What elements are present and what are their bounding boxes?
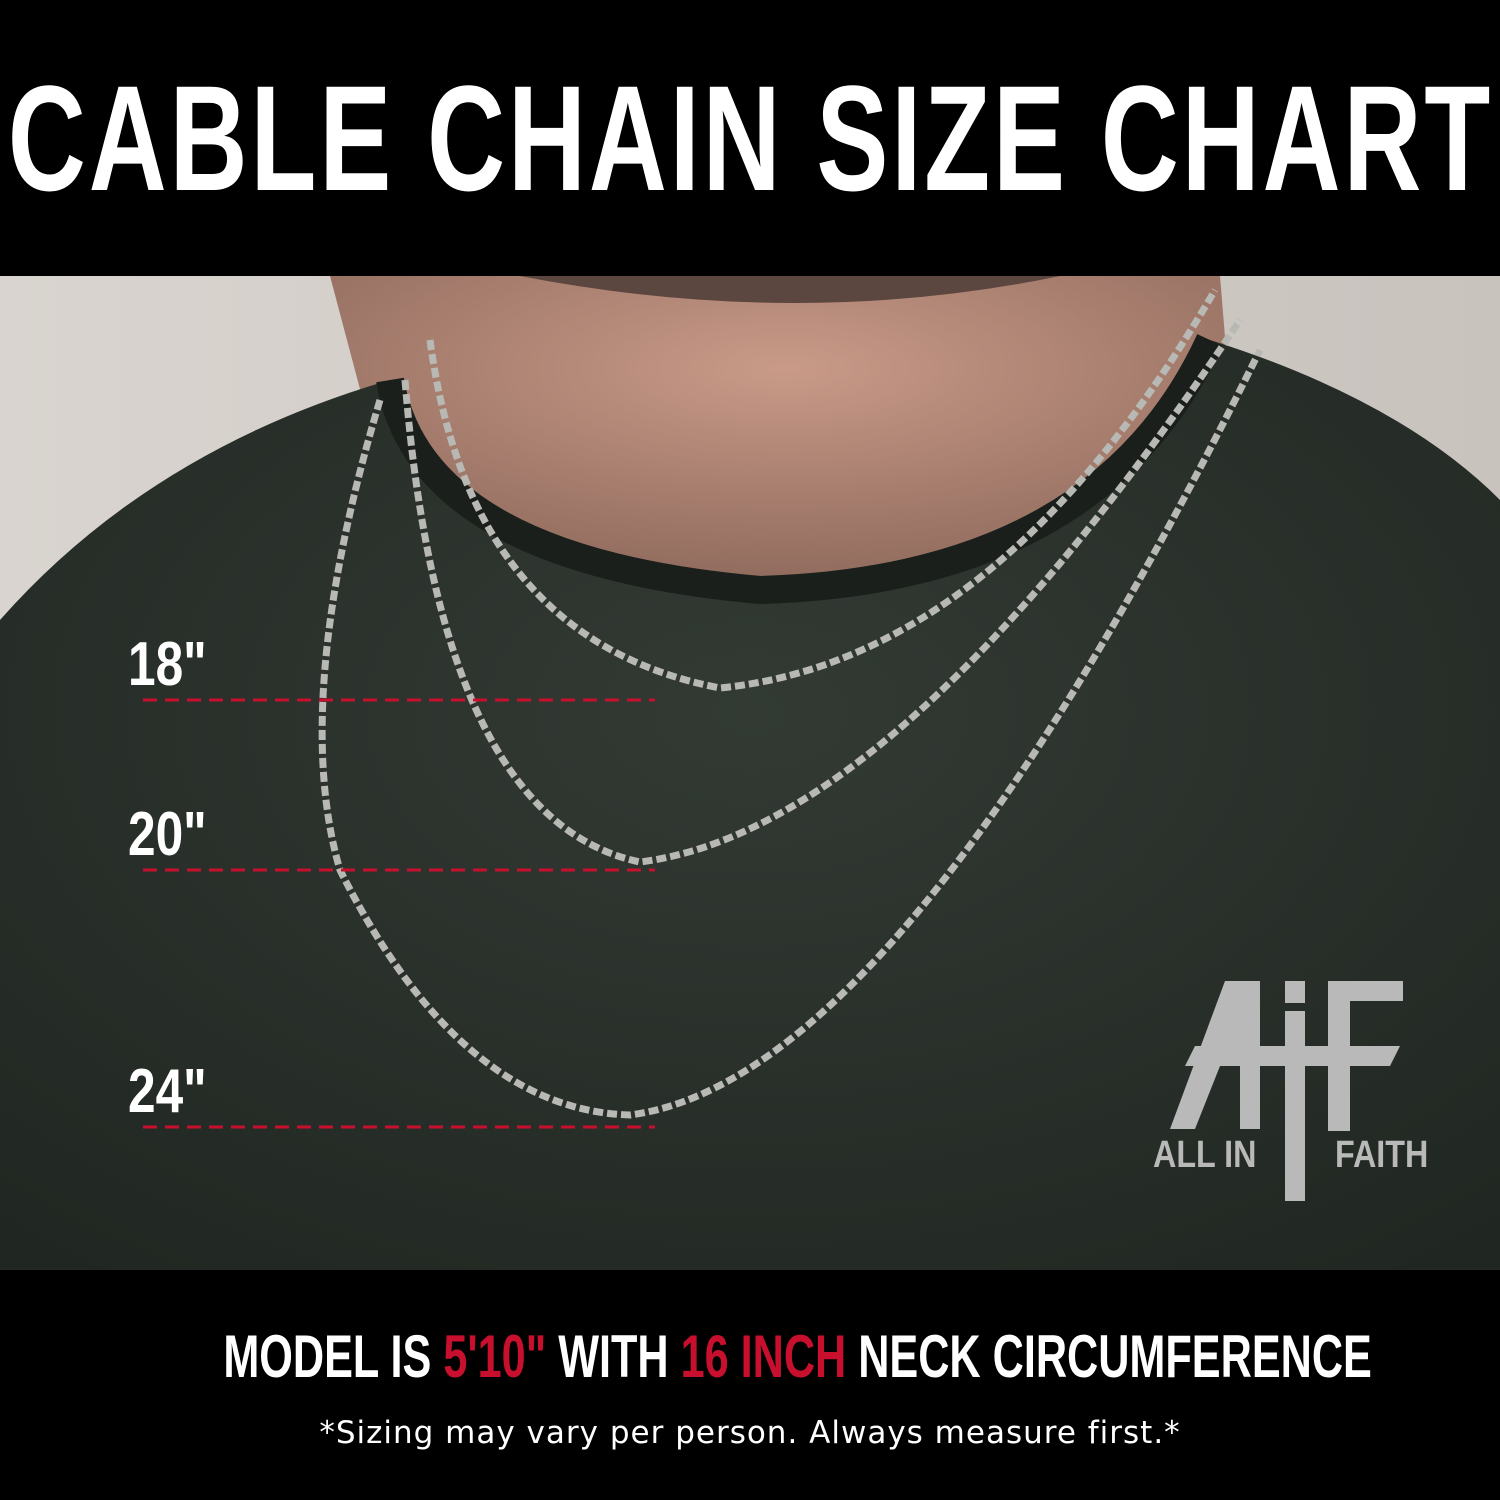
neck-size: 16 INCH xyxy=(680,1323,847,1390)
model-height: 5'10" xyxy=(443,1323,547,1390)
aif-monogram xyxy=(1170,981,1403,1201)
chin-shadow xyxy=(520,276,1060,303)
logo-text-left: ALL IN xyxy=(1153,1134,1257,1176)
model-prefix: MODEL IS xyxy=(223,1323,444,1390)
model-with: WITH xyxy=(546,1323,681,1390)
header-banner: CABLE CHAIN SIZE CHART xyxy=(0,0,1500,276)
model-photo: 18" 20" 24" ALL IN FAITH xyxy=(0,276,1500,1270)
length-label-18: 18" xyxy=(128,630,207,699)
brand-logo: ALL IN FAITH xyxy=(1150,966,1440,1216)
footer-banner: MODEL IS 5'10" WITH 16 INCH NECK CIRCUMF… xyxy=(0,1270,1500,1500)
shirt-collar xyxy=(376,334,1223,605)
length-label-20: 20" xyxy=(128,800,207,869)
length-label-24: 24" xyxy=(128,1057,207,1126)
shirt xyxy=(0,340,1500,1270)
chain-24 xyxy=(318,348,1264,1119)
page-title: CABLE CHAIN SIZE CHART xyxy=(7,54,1493,222)
model-suffix: NECK CIRCUMFERENCE xyxy=(846,1323,1372,1390)
chain-18 xyxy=(426,288,1219,692)
sizing-disclaimer: *Sizing may vary per person. Always meas… xyxy=(319,1415,1181,1451)
model-info: MODEL IS 5'10" WITH 16 INCH NECK CIRCUMF… xyxy=(0,1322,1500,1391)
logo-text-right: FAITH xyxy=(1335,1134,1429,1176)
neck xyxy=(330,276,1240,586)
photo-illustration xyxy=(0,276,1500,1270)
